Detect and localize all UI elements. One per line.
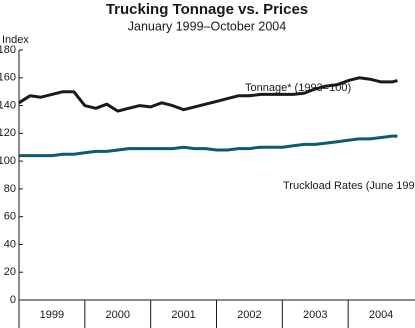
y-tick-label: 160 — [0, 72, 16, 84]
series-line — [19, 134, 398, 158]
x-tick-label: 2000 — [106, 309, 130, 321]
x-tick-label: 2003 — [303, 309, 327, 321]
x-tick-label: 2001 — [171, 309, 195, 321]
series-label: Tonnage* (1993=100) — [245, 82, 351, 94]
y-tick-label: 20 — [4, 266, 16, 278]
y-tick-label: 60 — [4, 211, 16, 223]
series-line — [18, 76, 398, 113]
y-tick-label: 100 — [0, 155, 16, 167]
y-tick-label: 80 — [4, 183, 16, 195]
x-tick-label: 2004 — [369, 309, 393, 321]
y-tick-label: 0 — [10, 294, 16, 306]
y-tick-label: 40 — [4, 238, 16, 250]
y-axis-label: Index — [2, 34, 29, 46]
series-label: Truckload Rates (June 1992=100) — [283, 180, 415, 192]
y-tick-label: 180 — [0, 44, 16, 56]
y-tick-label: 120 — [0, 127, 16, 139]
x-tick-label: 2002 — [237, 309, 261, 321]
y-tick-label: 140 — [0, 99, 16, 111]
chart-title: Trucking Tonnage vs. Prices — [106, 1, 308, 18]
x-tick-label: 1999 — [40, 309, 64, 321]
chart-subtitle: January 1999–October 2004 — [128, 19, 286, 33]
